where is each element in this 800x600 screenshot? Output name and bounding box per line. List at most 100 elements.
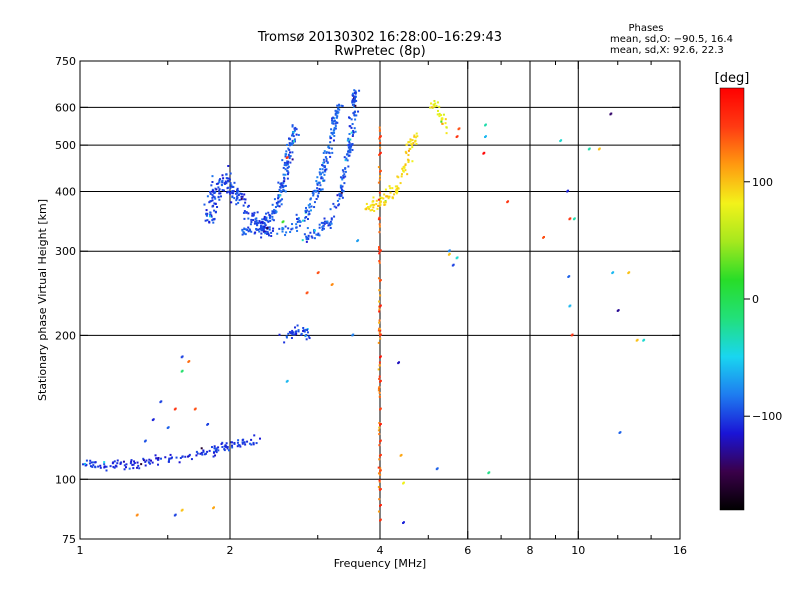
data-point [243, 231, 246, 234]
data-point [329, 220, 332, 223]
data-point [338, 192, 341, 195]
data-point [319, 189, 322, 192]
data-point [348, 151, 351, 154]
data-point [240, 192, 243, 195]
data-point [305, 338, 308, 341]
data-point [378, 375, 381, 378]
data-point [434, 102, 437, 105]
data-point [336, 115, 339, 118]
data-point [329, 137, 332, 140]
data-point [214, 210, 217, 213]
data-point [379, 467, 382, 470]
data-point [258, 220, 261, 223]
data-point [343, 156, 346, 159]
data-point [387, 195, 390, 198]
data-point [353, 103, 356, 106]
data-point [282, 186, 285, 189]
data-point [208, 449, 211, 452]
data-point [331, 121, 334, 124]
data-point [94, 465, 97, 468]
data-point [295, 332, 298, 335]
data-point [233, 181, 236, 184]
data-point [378, 178, 381, 181]
data-point [379, 135, 382, 138]
data-point [407, 154, 410, 157]
data-point [284, 234, 287, 237]
data-point [351, 123, 354, 126]
data-point [436, 109, 439, 112]
data-point [371, 200, 374, 203]
data-point [241, 439, 244, 442]
data-point [276, 232, 279, 235]
data-point [231, 190, 234, 193]
data-point [343, 182, 346, 185]
data-point [215, 448, 218, 451]
data-point [312, 194, 315, 197]
data-point [488, 471, 491, 474]
data-point [404, 163, 407, 166]
data-point [188, 453, 191, 456]
data-point [404, 150, 407, 153]
data-point [212, 221, 215, 224]
data-point [254, 231, 257, 234]
data-point [225, 442, 228, 445]
data-point [181, 369, 184, 372]
data-point [113, 466, 116, 469]
data-point [174, 513, 177, 516]
data-point [384, 201, 387, 204]
data-point [484, 123, 487, 126]
data-point [247, 230, 250, 233]
data-point [378, 426, 381, 429]
data-point [268, 213, 271, 216]
data-point [269, 219, 272, 222]
data-point [94, 461, 97, 464]
data-point [280, 182, 283, 185]
data-point [401, 167, 404, 170]
data-point [230, 201, 233, 204]
data-point [277, 196, 280, 199]
data-point [246, 205, 249, 208]
data-point [289, 138, 292, 141]
data-point [379, 439, 382, 442]
data-point [377, 204, 380, 207]
data-point [235, 203, 238, 206]
data-point [415, 132, 418, 135]
data-point [351, 98, 354, 101]
data-point [300, 332, 303, 335]
data-point [261, 221, 264, 224]
data-point [195, 450, 198, 453]
data-point [277, 181, 280, 184]
data-point [132, 463, 135, 466]
data-point [285, 335, 288, 338]
data-point [438, 105, 441, 108]
data-point [260, 227, 263, 230]
data-point [412, 141, 415, 144]
data-point [336, 194, 339, 197]
data-point [297, 218, 300, 221]
data-point [369, 209, 372, 212]
data-point [354, 118, 357, 121]
data-point [332, 202, 335, 205]
data-point [326, 220, 329, 223]
data-point [378, 444, 381, 447]
data-point [241, 195, 244, 198]
data-point [248, 442, 251, 445]
data-point [274, 206, 277, 209]
data-point [382, 197, 385, 200]
data-point [348, 140, 351, 143]
data-point [247, 212, 250, 215]
data-point [265, 216, 268, 219]
data-point [322, 179, 325, 182]
data-point [411, 160, 414, 163]
data-point [232, 186, 235, 189]
data-point [321, 228, 324, 231]
data-point [333, 129, 336, 132]
data-point [206, 450, 209, 453]
data-point [97, 465, 100, 468]
data-point [202, 450, 205, 453]
data-point [351, 103, 354, 106]
data-point [294, 126, 297, 129]
data-point [226, 187, 229, 190]
data-point [317, 271, 320, 274]
data-point [236, 196, 239, 199]
